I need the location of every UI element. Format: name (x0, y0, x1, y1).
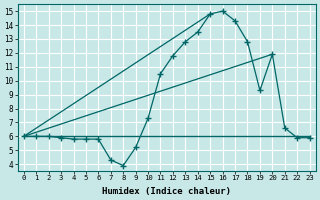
X-axis label: Humidex (Indice chaleur): Humidex (Indice chaleur) (102, 187, 231, 196)
